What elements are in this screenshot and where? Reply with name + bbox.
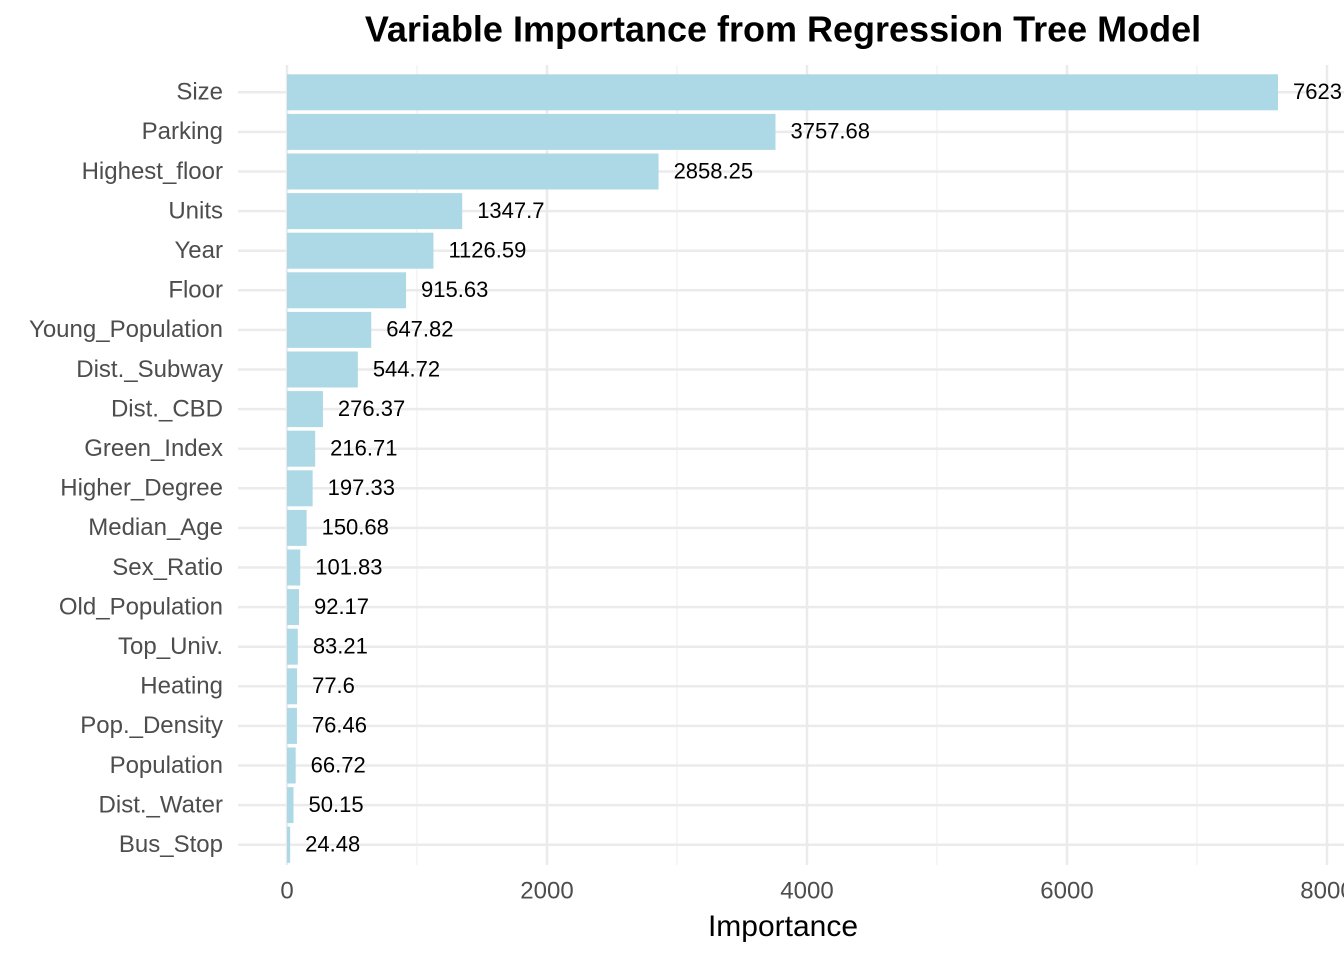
bar [287, 391, 323, 428]
bar [287, 707, 297, 744]
y-tick-label: Size [176, 79, 223, 106]
value-label: 76.46 [312, 713, 367, 738]
x-axis-label: Importance [708, 910, 858, 943]
y-tick-label: Old_Population [59, 593, 223, 620]
x-tick-label: 2000 [520, 877, 573, 904]
x-tick-label: 4000 [780, 877, 833, 904]
x-tick-label: 6000 [1040, 877, 1093, 904]
y-tick-label: Higher_Degree [60, 475, 223, 502]
value-label: 50.15 [309, 792, 364, 817]
bar [287, 668, 298, 705]
value-label: 915.63 [421, 277, 488, 302]
bar [287, 272, 407, 309]
bar [287, 351, 358, 388]
bar [287, 589, 299, 626]
y-tick-label: Heating [140, 673, 223, 700]
y-tick-label: Parking [142, 118, 223, 145]
value-label: 1126.59 [448, 238, 526, 263]
value-label: 2858.25 [674, 158, 754, 183]
y-tick-label: Dist._Subway [76, 356, 223, 383]
value-label: 24.48 [305, 832, 360, 857]
bar [287, 74, 1278, 111]
chart-title: Variable Importance from Regression Tree… [365, 9, 1201, 50]
y-tick-label: Green_Index [84, 435, 223, 462]
value-label: 3757.68 [790, 119, 870, 144]
bar [287, 826, 291, 863]
y-tick-label: Top_Univ. [118, 633, 223, 660]
value-label: 150.68 [322, 515, 389, 540]
y-tick-label: Dist._Water [99, 791, 223, 818]
value-label: 1347.7 [477, 198, 544, 223]
value-label: 77.6 [312, 673, 355, 698]
value-label: 647.82 [386, 317, 453, 342]
value-label: 544.72 [373, 356, 440, 381]
y-tick-label: Sex_Ratio [112, 554, 223, 581]
y-tick-label: Units [168, 197, 223, 224]
value-label: 197.33 [328, 475, 395, 500]
x-tick-label: 0 [280, 877, 293, 904]
bar [287, 549, 301, 586]
y-tick-label: Population [110, 752, 223, 779]
y-tick-label: Median_Age [88, 514, 223, 541]
bar [287, 113, 776, 150]
bar [287, 509, 307, 546]
value-label: 101.83 [315, 554, 382, 579]
bar [287, 232, 434, 269]
value-label: 66.72 [311, 752, 366, 777]
y-tick-label: Highest_floor [82, 158, 223, 185]
y-tick-label: Dist._CBD [111, 395, 223, 422]
y-tick-label: Bus_Stop [119, 831, 223, 858]
value-label: 216.71 [330, 436, 397, 461]
value-label: 92.17 [314, 594, 369, 619]
bar [287, 153, 659, 190]
bar [287, 311, 372, 348]
bar [287, 747, 296, 784]
value-label: 83.21 [313, 634, 368, 659]
bar [287, 430, 316, 467]
y-tick-label: Pop._Density [80, 712, 223, 739]
bar [287, 193, 463, 230]
x-tick-label: 8000 [1300, 877, 1344, 904]
y-tick-label: Floor [168, 277, 223, 304]
bar [287, 628, 298, 665]
value-label: 7623 [1293, 79, 1342, 104]
y-tick-label: Young_Population [29, 316, 223, 343]
value-label: 276.37 [338, 396, 405, 421]
bar [287, 787, 294, 824]
y-tick-label: Year [175, 237, 224, 264]
bar [287, 470, 313, 507]
